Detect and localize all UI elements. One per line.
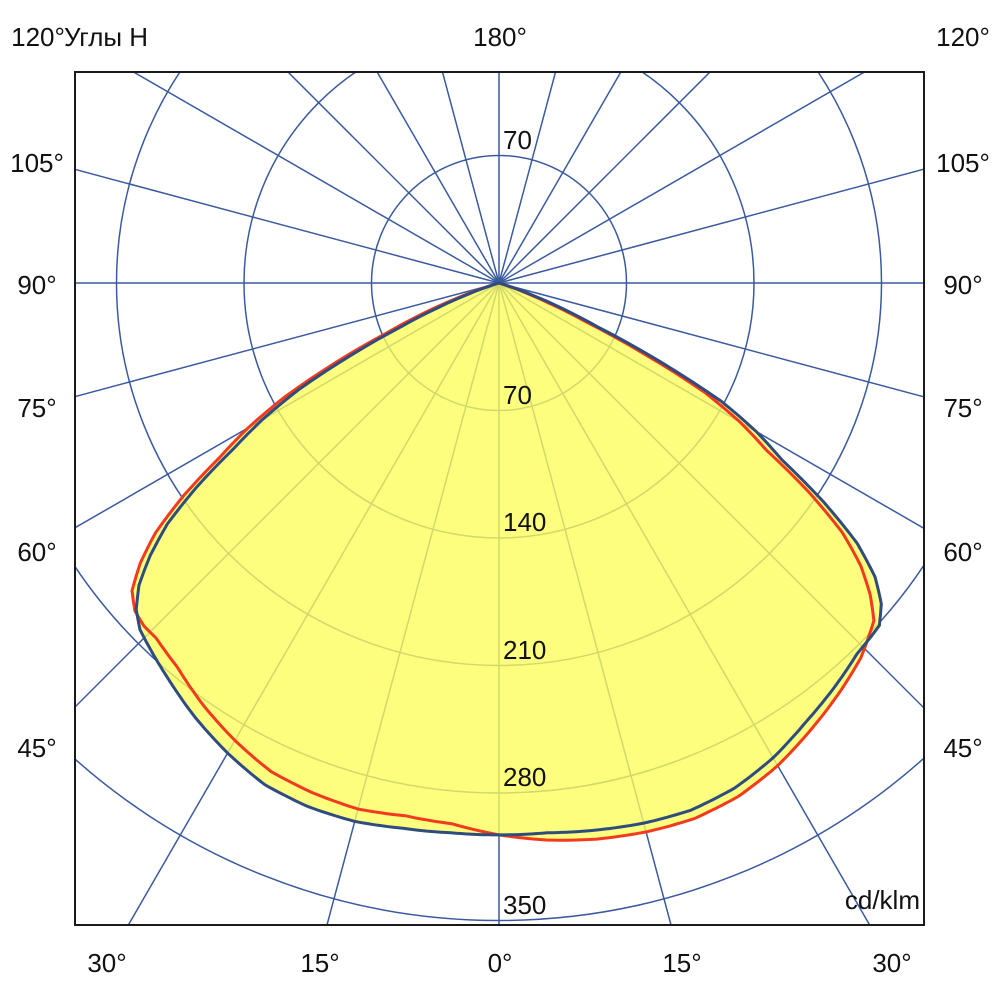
beam-fill-area [132, 283, 882, 841]
radial-tick-140: 140 [503, 507, 547, 537]
bottom-axis-label-0: 0° [487, 948, 513, 978]
left-axis-label-60: 60° [17, 537, 57, 567]
bottom-axis-label-15-right: 15° [662, 948, 702, 978]
plane-label: Углы H [63, 22, 149, 52]
top-axis-label-120-right: 120° [936, 22, 990, 52]
right-axis-label-75: 75° [943, 393, 983, 423]
bottom-axis-label-15-left: 15° [300, 948, 340, 978]
right-axis-label-90: 90° [943, 270, 983, 300]
bottom-axis-label-30-left: 30° [87, 948, 127, 978]
radial-tick-280: 280 [503, 762, 547, 792]
radial-tick-70: 70 [503, 380, 532, 410]
radial-tick-210: 210 [503, 635, 547, 665]
left-axis-label-90: 90° [17, 270, 57, 300]
left-axis-label-105: 105° [10, 148, 64, 178]
right-axis-label-45: 45° [943, 733, 983, 763]
top-axis-label-120-left: 120° [11, 22, 65, 52]
left-axis-label-45: 45° [17, 733, 57, 763]
left-axis-label-75: 75° [17, 393, 57, 423]
curve-blue [134, 281, 883, 837]
unit-label: cd/klm [844, 885, 920, 915]
radial-tick-350: 350 [503, 890, 547, 920]
right-axis-label-60: 60° [943, 537, 983, 567]
bottom-axis-label-30-right: 30° [872, 948, 912, 978]
chart-frame [74, 71, 925, 926]
radial-tick-70-top: 70 [503, 125, 532, 155]
top-axis-label-180: 180° [473, 22, 527, 52]
right-axis-label-105: 105° [936, 148, 990, 178]
